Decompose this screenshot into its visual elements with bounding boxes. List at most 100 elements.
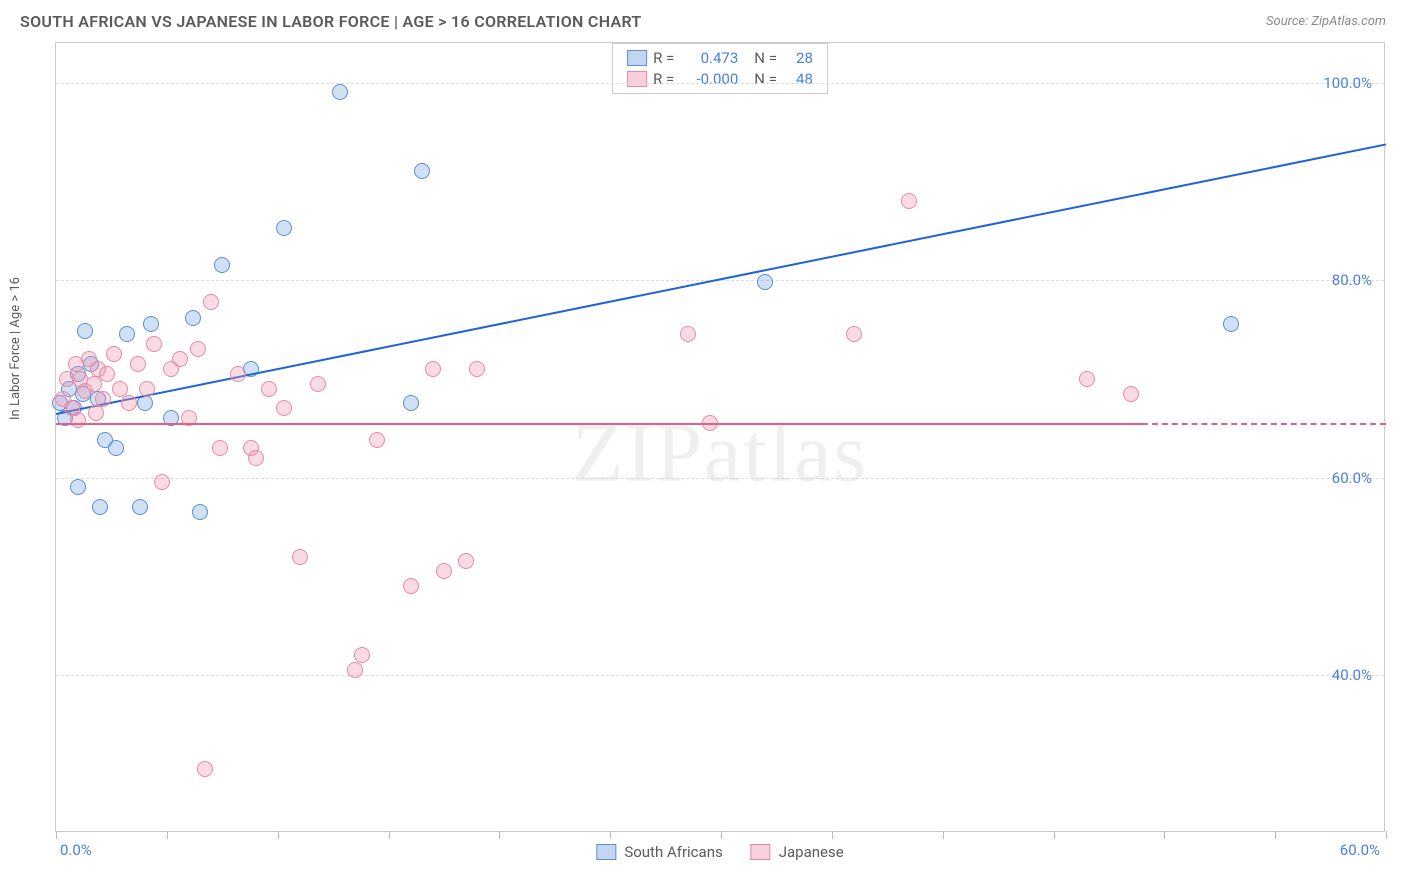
- scatter-point: [369, 432, 385, 448]
- scatter-point: [332, 84, 348, 100]
- x-axis-min-label: 0.0%: [60, 841, 92, 859]
- x-tick: [610, 831, 611, 839]
- legend-r-label: R =: [653, 70, 674, 88]
- scatter-point: [757, 274, 773, 290]
- watermark: ZIPatlas: [572, 404, 868, 501]
- chart-title: SOUTH AFRICAN VS JAPANESE IN LABOR FORCE…: [20, 12, 642, 31]
- legend-label: South Africans: [624, 843, 722, 861]
- scatter-point: [132, 499, 148, 515]
- scatter-point: [143, 316, 159, 332]
- x-tick: [1164, 831, 1165, 839]
- scatter-point: [1223, 316, 1239, 332]
- scatter-point: [121, 395, 137, 411]
- scatter-point: [469, 361, 485, 377]
- legend-n-label: N =: [754, 49, 777, 67]
- scatter-point: [88, 405, 104, 421]
- scatter-point: [403, 395, 419, 411]
- scatter-point: [112, 381, 128, 397]
- scatter-point: [146, 336, 162, 352]
- x-tick: [499, 831, 500, 839]
- scatter-point: [347, 662, 363, 678]
- y-axis-label: In Labor Force | Age > 16: [8, 277, 23, 420]
- scatter-point: [276, 220, 292, 236]
- legend-row: R = 0.473 N = 28: [627, 49, 813, 67]
- legend-item: Japanese: [751, 843, 844, 861]
- scatter-point: [192, 504, 208, 520]
- legend-swatch: [596, 844, 616, 860]
- scatter-point: [414, 163, 430, 179]
- scatter-point: [403, 578, 419, 594]
- scatter-point: [846, 326, 862, 342]
- scatter-point: [108, 440, 124, 456]
- legend-r-value: 0.473: [680, 49, 738, 67]
- x-tick: [1386, 831, 1387, 839]
- chart-header: SOUTH AFRICAN VS JAPANESE IN LABOR FORCE…: [0, 0, 1406, 41]
- legend-swatch: [627, 71, 647, 87]
- scatter-point: [214, 257, 230, 273]
- x-axis-max-label: 60.0%: [1340, 841, 1380, 859]
- gridline-h: [56, 675, 1384, 676]
- legend-n-value: 48: [783, 70, 813, 88]
- scatter-point: [77, 323, 93, 339]
- scatter-point: [248, 450, 264, 466]
- trendline: [56, 423, 1142, 425]
- legend-r-label: R =: [653, 49, 674, 67]
- scatter-point: [95, 391, 111, 407]
- y-tick-label: 60.0%: [1332, 469, 1372, 487]
- scatter-point: [230, 366, 246, 382]
- scatter-point: [425, 361, 441, 377]
- gridline-h: [56, 478, 1384, 479]
- scatter-point: [172, 351, 188, 367]
- scatter-point: [185, 310, 201, 326]
- legend-swatch: [627, 50, 647, 66]
- scatter-point: [130, 356, 146, 372]
- legend-swatch: [751, 844, 771, 860]
- x-tick: [832, 831, 833, 839]
- scatter-point: [901, 193, 917, 209]
- scatter-point: [190, 341, 206, 357]
- scatter-point: [354, 647, 370, 663]
- scatter-point: [99, 366, 115, 382]
- legend-n-label: N =: [754, 70, 777, 88]
- scatter-point: [139, 381, 155, 397]
- y-tick-label: 100.0%: [1323, 74, 1372, 92]
- x-tick: [389, 831, 390, 839]
- chart-source: Source: ZipAtlas.com: [1266, 14, 1386, 29]
- scatter-point: [197, 761, 213, 777]
- scatter-point: [261, 381, 277, 397]
- y-tick-label: 40.0%: [1332, 666, 1372, 684]
- legend-label: Japanese: [779, 843, 844, 861]
- x-tick: [1275, 831, 1276, 839]
- legend-n-value: 28: [783, 49, 813, 67]
- x-tick: [278, 831, 279, 839]
- x-tick: [943, 831, 944, 839]
- scatter-point: [92, 499, 108, 515]
- scatter-point: [458, 553, 474, 569]
- scatter-point: [1123, 386, 1139, 402]
- gridline-h: [56, 83, 1384, 84]
- scatter-point: [310, 376, 326, 392]
- scatter-point: [106, 346, 122, 362]
- legend-correlation: R = 0.473 N = 28 R = -0.000 N = 48: [612, 43, 828, 94]
- x-tick: [167, 831, 168, 839]
- scatter-point: [70, 479, 86, 495]
- legend-item: South Africans: [596, 843, 722, 861]
- chart-area: ZIPatlas R =0.473N =28R =-0.000N =48 0.0…: [55, 42, 1385, 832]
- scatter-point: [292, 549, 308, 565]
- x-tick: [56, 831, 57, 839]
- scatter-point: [1079, 371, 1095, 387]
- y-tick-label: 80.0%: [1332, 271, 1372, 289]
- x-tick: [1054, 831, 1055, 839]
- scatter-point: [212, 440, 228, 456]
- scatter-point: [203, 294, 219, 310]
- legend-r-value: -0.000: [680, 70, 738, 88]
- legend-series: South Africans Japanese: [596, 843, 843, 861]
- scatter-point: [119, 326, 135, 342]
- scatter-point: [70, 412, 86, 428]
- x-tick: [721, 831, 722, 839]
- trendline-dash: [1142, 423, 1386, 425]
- legend-row: R = -0.000 N = 48: [627, 70, 813, 88]
- scatter-point: [154, 474, 170, 490]
- scatter-point: [436, 563, 452, 579]
- scatter-point: [680, 326, 696, 342]
